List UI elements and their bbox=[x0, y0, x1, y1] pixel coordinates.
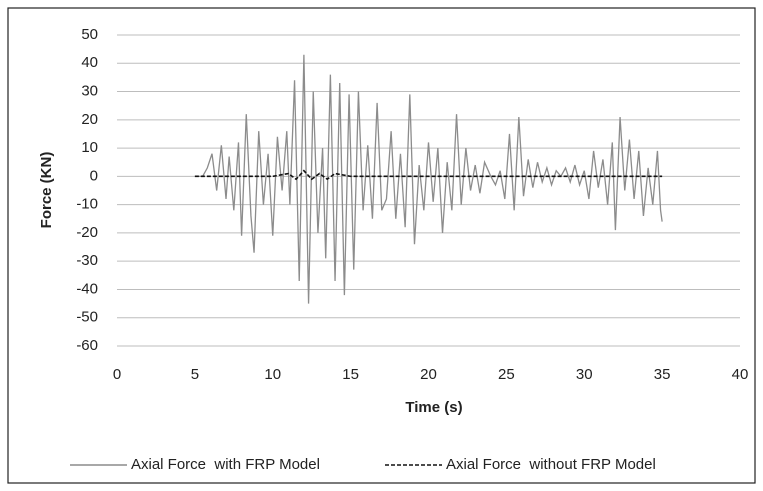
x-tick-label: 40 bbox=[732, 366, 749, 383]
y-tick-label: -10 bbox=[76, 196, 98, 213]
x-tick-label: 15 bbox=[342, 366, 359, 383]
y-axis-label: Force (KN) bbox=[38, 152, 55, 229]
legend-text: Axial Force with FRP Model bbox=[131, 456, 320, 473]
series-line bbox=[194, 169, 663, 181]
legend-text: Axial Force without FRP Model bbox=[446, 456, 656, 473]
x-tick-label: 0 bbox=[113, 366, 121, 383]
series-line bbox=[194, 54, 663, 304]
x-tick-label: 35 bbox=[654, 366, 671, 383]
x-tick-label: 5 bbox=[191, 366, 199, 383]
y-tick-label: 50 bbox=[81, 26, 98, 43]
y-tick-label: 10 bbox=[81, 139, 98, 156]
x-axis-label: Time (s) bbox=[405, 399, 462, 416]
y-tick-label: -60 bbox=[76, 337, 98, 354]
x-tick-label: 20 bbox=[420, 366, 437, 383]
x-tick-label: 10 bbox=[264, 366, 281, 383]
y-tick-label: 40 bbox=[81, 54, 98, 71]
x-tick-label: 30 bbox=[576, 366, 593, 383]
y-tick-label: -50 bbox=[76, 309, 98, 326]
chart-frame bbox=[7, 7, 756, 484]
y-tick-label: 30 bbox=[81, 83, 98, 100]
y-tick-label: 0 bbox=[90, 167, 98, 184]
y-tick-label: -40 bbox=[76, 280, 98, 297]
y-tick-label: -30 bbox=[76, 252, 98, 269]
y-tick-label: 20 bbox=[81, 111, 98, 128]
x-tick-label: 25 bbox=[498, 366, 515, 383]
y-tick-label: -20 bbox=[76, 224, 98, 241]
